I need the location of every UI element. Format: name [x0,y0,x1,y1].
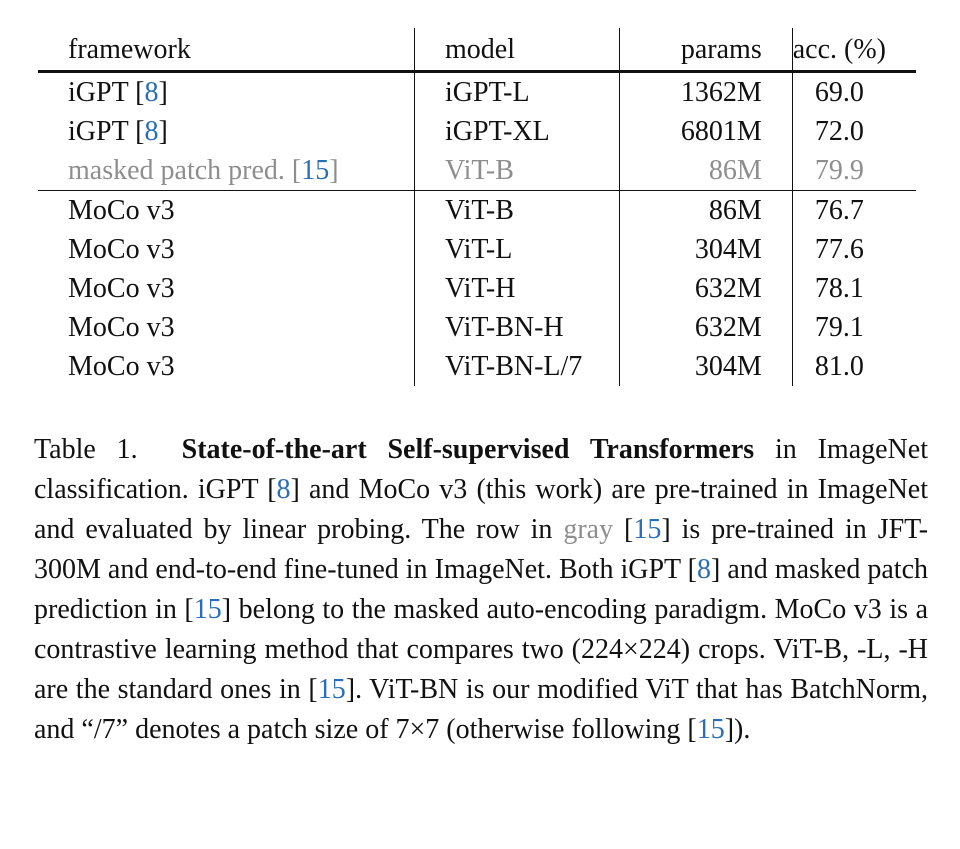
header-model: model [414,28,620,72]
model-cell: ViT-H [414,269,620,308]
acc-cell: 78.1 [791,269,916,308]
citation-link[interactable]: 15 [633,514,662,545]
framework-name: iGPT [68,116,129,147]
acc-cell: 69.0 [791,71,916,112]
citation-link[interactable]: 15 [301,155,330,186]
model-cell: ViT-BN-H [414,308,620,347]
results-table: framework model params acc. (%) iGPT [8]… [38,28,916,386]
model-cell: ViT-L [414,230,620,269]
model-cell: iGPT-L [414,71,620,112]
citation-link[interactable]: 8 [276,474,291,505]
framework-name: iGPT [68,77,129,108]
model-cell: ViT-B [414,190,620,230]
framework-cell: MoCo v3 [68,312,175,343]
caption-text: ] is pre-trained in JFT-300M and end-to-… [34,514,929,585]
citation-link[interactable]: 8 [144,116,159,147]
caption-text: in ImageNet classification. iGPT [ [34,434,928,505]
caption-text: ]). [724,714,751,745]
table-row: iGPT [8] iGPT-XL 6801M 72.0 [38,112,916,151]
caption-text: ] belong to the masked auto-encoding par… [34,594,928,705]
params-cell: 304M [619,347,793,386]
table-caption: Table 1. State-of-the-art Self-supervised… [34,430,928,750]
params-cell: 304M [619,230,793,269]
params-cell: 1362M [619,71,793,112]
caption-text: ] and masked patch prediction in [ [34,554,928,625]
framework-cell: MoCo v3 [68,351,175,382]
caption-label: Table 1. [34,434,138,465]
acc-cell: 76.7 [791,190,916,230]
citation-link[interactable]: 8 [697,554,711,585]
framework-cell: masked patch pred. [15] [68,155,339,186]
header-acc: acc. (%) [791,28,916,72]
framework-name: masked patch pred. [68,155,285,186]
model-cell: ViT-BN-L/7 [414,347,620,386]
header-framework: framework [68,33,191,65]
table-row: MoCo v3 ViT-B 86M 76.7 [38,190,916,230]
table-row: MoCo v3 ViT-H 632M 78.1 [38,269,916,308]
model-cell: iGPT-XL [414,112,620,151]
header-params: params [619,28,793,72]
caption-text: [ [613,514,634,545]
framework-cell: iGPT [8] [68,116,168,147]
table-row: MoCo v3 ViT-BN-H 632M 79.1 [38,308,916,347]
citation-link[interactable]: 15 [317,674,346,705]
params-cell: 86M [619,190,793,230]
framework-cell: MoCo v3 [68,195,175,226]
table-row: iGPT [8] iGPT-L 1362M 69.0 [38,71,916,112]
acc-cell: 79.9 [791,151,916,191]
model-cell: ViT-B [414,151,620,191]
params-cell: 632M [619,269,793,308]
caption-title: State-of-the-art Self-supervised Transfo… [181,434,755,465]
caption-gray-word: gray [563,514,614,545]
citation-link[interactable]: 8 [144,77,159,108]
params-cell: 632M [619,308,793,347]
citation-link[interactable]: 15 [193,594,222,625]
caption-text: ]. ViT-BN is our modified ViT that has B… [34,674,928,745]
framework-cell: iGPT [8] [68,77,168,108]
table-row-gray: masked patch pred. [15] ViT-B 86M 79.9 [38,151,916,191]
table-header-row: framework model params acc. (%) [38,28,916,72]
citation-link[interactable]: 15 [696,714,725,745]
acc-cell-best: 81.0 [791,347,916,386]
params-cell: 86M [619,151,793,191]
framework-cell: MoCo v3 [68,234,175,265]
acc-cell: 79.1 [791,308,916,347]
acc-cell: 77.6 [791,230,916,269]
acc-cell: 72.0 [791,112,916,151]
table-row: MoCo v3 ViT-L 304M 77.6 [38,230,916,269]
framework-cell: MoCo v3 [68,273,175,304]
params-cell: 6801M [619,112,793,151]
caption-text: ] and MoCo v3 (this work) are pre-traine… [34,474,929,545]
table-row: MoCo v3 ViT-BN-L/7 304M 81.0 [38,347,916,386]
